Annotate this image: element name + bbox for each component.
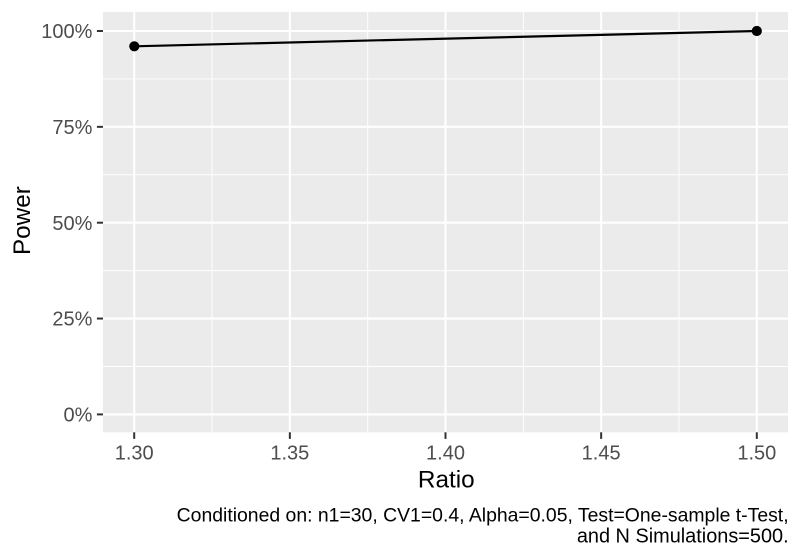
- svg-text:1.45: 1.45: [582, 442, 621, 464]
- svg-text:100%: 100%: [41, 21, 92, 43]
- svg-text:1.30: 1.30: [115, 442, 154, 464]
- svg-text:1.40: 1.40: [426, 442, 465, 464]
- svg-text:Power: Power: [9, 186, 36, 255]
- svg-text:75%: 75%: [52, 117, 92, 139]
- svg-text:0%: 0%: [63, 405, 92, 427]
- svg-text:1.35: 1.35: [270, 442, 309, 464]
- svg-text:and N Simulations=500.: and N Simulations=500.: [577, 525, 789, 547]
- svg-text:Conditioned on: n1=30, CV1=0.4: Conditioned on: n1=30, CV1=0.4, Alpha=0.…: [177, 504, 789, 526]
- svg-text:25%: 25%: [52, 309, 92, 331]
- svg-text:1.50: 1.50: [737, 442, 776, 464]
- svg-text:Ratio: Ratio: [418, 467, 475, 494]
- svg-text:50%: 50%: [52, 213, 92, 235]
